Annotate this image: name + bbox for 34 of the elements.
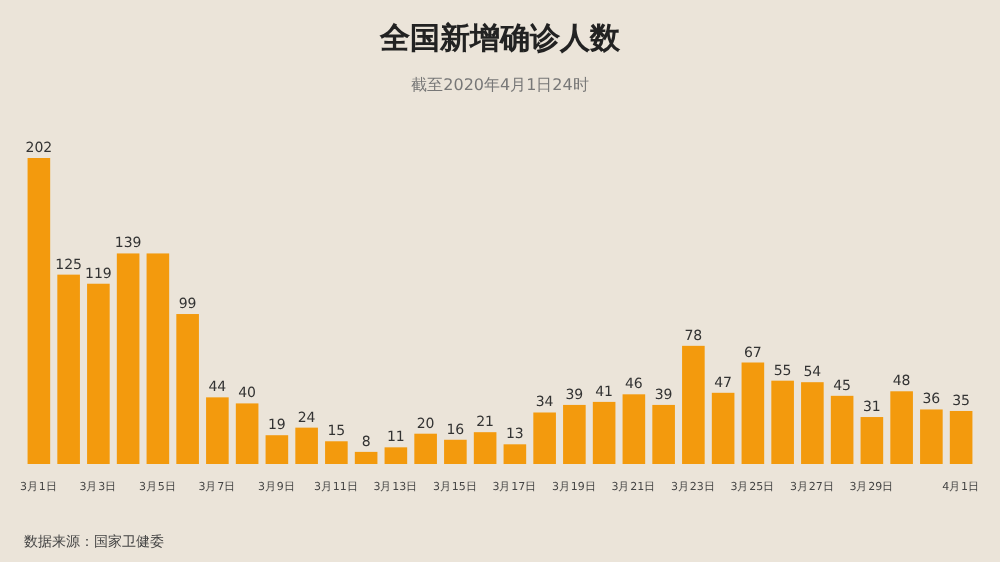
chart-title: 全国新增确诊人数 [378, 20, 622, 56]
bar [265, 435, 289, 464]
bar [176, 314, 199, 464]
bar [652, 404, 675, 464]
bar [949, 410, 973, 464]
bar [325, 441, 348, 464]
bar [354, 451, 378, 464]
bar [206, 397, 229, 464]
bar [771, 380, 794, 464]
bar [116, 253, 140, 464]
bar [890, 391, 913, 464]
bar [830, 395, 854, 464]
bar [860, 417, 884, 464]
bar [592, 401, 616, 464]
bar [146, 253, 170, 464]
bar [563, 404, 586, 464]
bar [414, 433, 437, 464]
bar [711, 392, 735, 464]
bar [801, 382, 824, 464]
bar [741, 362, 765, 464]
bar [87, 283, 110, 464]
bar [57, 274, 80, 464]
bar [384, 447, 408, 464]
chart-subtitle: 截至2020年4月1日24时 [411, 76, 589, 94]
bar [295, 427, 318, 464]
bar [682, 345, 705, 464]
bar [235, 403, 259, 464]
bar [503, 444, 527, 464]
bar [533, 412, 556, 464]
bar [920, 409, 943, 464]
bar [27, 158, 51, 464]
bar [444, 439, 467, 464]
bar [473, 432, 497, 464]
bar [622, 394, 646, 464]
